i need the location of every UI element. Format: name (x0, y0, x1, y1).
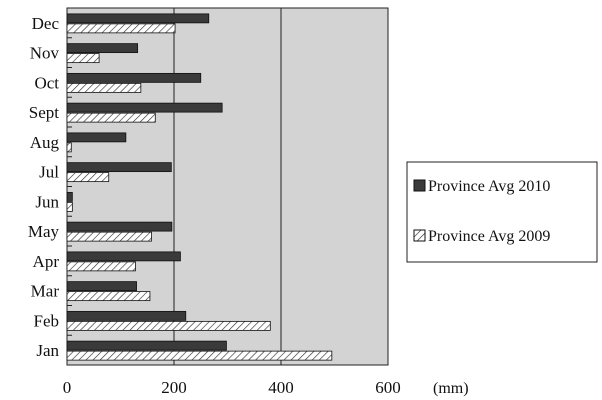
y-tick-label: Jul (39, 163, 59, 182)
bar-2009-nov (66, 53, 100, 64)
y-tick-label: Feb (34, 311, 60, 330)
bar-2009-jun (66, 201, 73, 212)
y-tick-label: Jun (35, 192, 59, 211)
bar-2010-mar (66, 281, 137, 292)
bar-2009-sept (66, 112, 156, 123)
bar-2010-oct (66, 72, 202, 83)
bar-2010-jan (66, 340, 227, 351)
legend: Province Avg 2010 Province Avg 2009 (406, 161, 598, 263)
x-tick-label: 0 (63, 378, 72, 397)
bar-2009-mar (66, 291, 151, 302)
bar-2010-dec (66, 13, 210, 24)
y-tick-label: Jan (36, 341, 59, 360)
legend-swatch-2009 (413, 229, 426, 242)
x-tick-label: 600 (375, 378, 401, 397)
legend-box (406, 161, 598, 263)
bar-2010-jun (66, 191, 73, 202)
legend-label-2009: Province Avg 2009 (428, 228, 550, 245)
x-unit-label: (mm) (433, 380, 469, 397)
x-tick-label: 200 (161, 378, 187, 397)
bar-2009-oct (66, 82, 142, 93)
bar-2010-sept (66, 102, 223, 113)
grid-lines (173, 8, 282, 365)
y-tick-label: Dec (32, 14, 60, 33)
bar-2009-jul (66, 172, 110, 183)
bar-2010-jul (66, 162, 172, 173)
bar-2010-feb (66, 310, 187, 321)
y-tick-label: Oct (34, 73, 59, 92)
bar-2009-may (66, 231, 152, 242)
y-tick-label: Sept (29, 103, 60, 122)
bar-2009-jan (66, 350, 333, 361)
bar-2009-feb (66, 320, 271, 331)
x-axis: 0 200 400 600 (63, 378, 401, 397)
plot-area (66, 7, 389, 366)
x-tick-label: 400 (268, 378, 294, 397)
bar-2010-aug (66, 132, 127, 143)
bar-2010-may (66, 221, 173, 232)
bar-2010-nov (66, 43, 139, 54)
bar-2009-apr (66, 261, 136, 272)
y-tick-label: Apr (33, 252, 60, 271)
legend-label-2010: Province Avg 2010 (428, 178, 550, 195)
bar-2009-aug (66, 142, 72, 153)
bars (66, 13, 333, 361)
y-tick-label: Aug (30, 133, 60, 152)
bar-2009-dec (66, 23, 176, 34)
bar-2010-apr (66, 251, 181, 262)
y-axis: Jan Feb Mar Apr May Jun Jul Aug Sept Oct Nov Dec (28, 14, 72, 366)
y-tick-label: Nov (30, 44, 60, 63)
y-tick-label: May (28, 222, 60, 241)
y-tick-label: Mar (31, 282, 60, 301)
legend-swatch-2010 (413, 179, 426, 192)
